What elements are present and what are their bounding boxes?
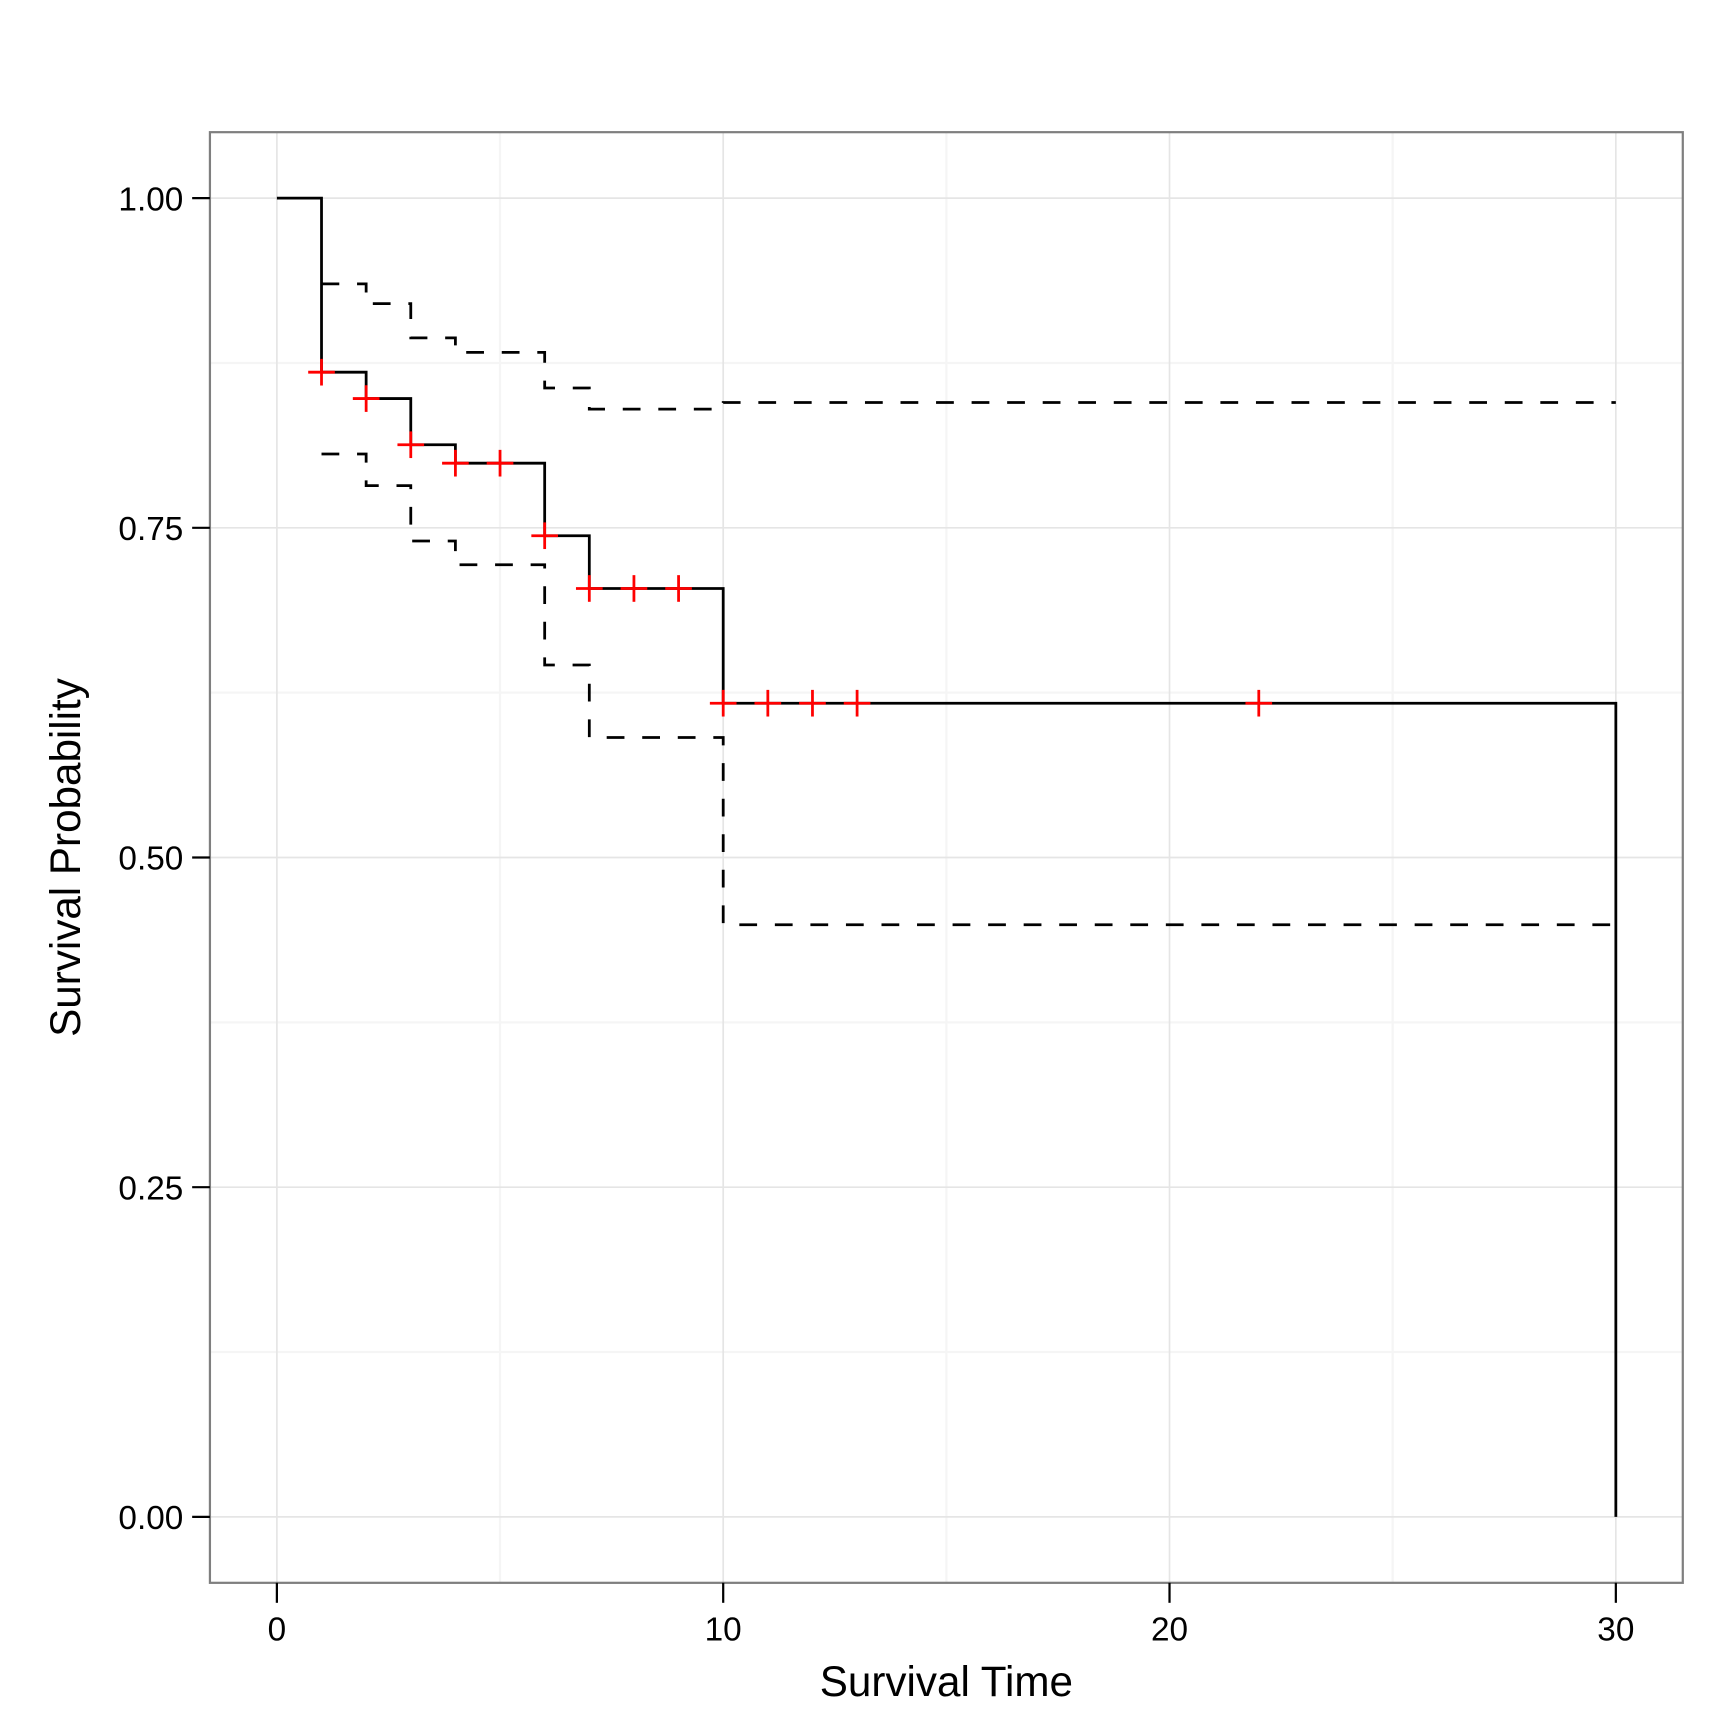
y-tick-label: 0.50 — [118, 841, 183, 878]
censor-mark — [442, 449, 469, 477]
series-layer — [276, 196, 1618, 1517]
censor-mark — [575, 575, 603, 602]
y-tick-label: 0.00 — [118, 1500, 183, 1537]
x-tick-label: 10 — [705, 1612, 742, 1649]
censor-mark — [754, 689, 782, 717]
censor-mark — [799, 689, 826, 717]
censor-mark — [352, 385, 380, 412]
x-axis-label: Survival Time — [820, 1658, 1073, 1705]
upper-ci-line — [321, 282, 1616, 411]
x-tick-label: 20 — [1151, 1612, 1188, 1649]
censor-mark — [665, 575, 692, 602]
axes: 0 10 20 30 0.00 0.25 0.50 0.75 1.00 — [118, 181, 1634, 1648]
censor-mark — [1245, 689, 1273, 717]
y-axis-label: Survival Probability — [42, 677, 89, 1037]
y-tick-label: 0.25 — [118, 1170, 183, 1207]
censor-mark — [620, 575, 648, 602]
censor-mark — [486, 449, 514, 477]
censor-mark — [531, 522, 559, 550]
y-tick-label: 0.75 — [118, 511, 183, 548]
censor-mark — [843, 689, 871, 717]
y-tick-label: 1.00 — [118, 181, 183, 218]
censor-mark — [397, 431, 425, 459]
lower-ci-line — [321, 452, 1616, 927]
x-tick-label: 0 — [268, 1612, 287, 1649]
censor-mark — [308, 358, 335, 386]
x-tick-label: 30 — [1597, 1612, 1634, 1649]
censor-mark — [709, 689, 737, 717]
